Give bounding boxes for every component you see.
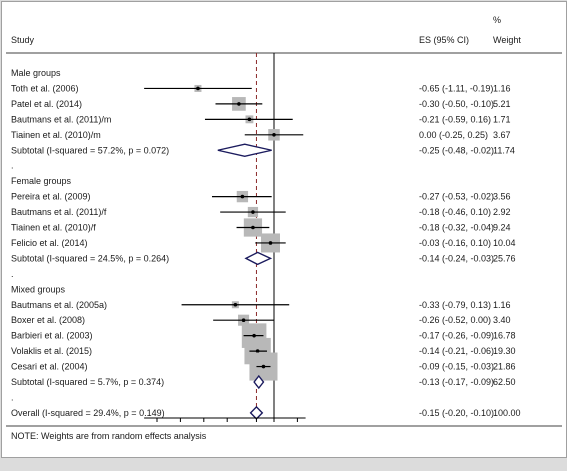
effect-size-ci: -0.14 (-0.24, -0.03) — [419, 253, 494, 263]
group-label: Male groups — [11, 68, 61, 78]
weight-value: 16.78 — [493, 331, 516, 341]
point-estimate — [240, 194, 245, 199]
effect-size-ci: -0.21 (-0.59, 0.16) — [419, 114, 491, 124]
subtotal-label: Subtotal (I-squared = 5.7%, p = 0.374) — [11, 377, 164, 387]
point-estimate — [252, 333, 256, 338]
effect-size-ci: -0.18 (-0.32, -0.04) — [419, 223, 494, 233]
effect-size-ci: -0.14 (-0.21, -0.06) — [419, 346, 494, 356]
dot-label: . — [11, 161, 14, 171]
study-label: Toth et al. (2006) — [11, 83, 79, 93]
effect-size-ci: -0.18 (-0.46, 0.10) — [419, 207, 491, 217]
study-label: Barbieri et al. (2003) — [11, 331, 93, 341]
weight-value: 10.04 — [493, 238, 516, 248]
study-label: Felicio et al. (2014) — [11, 238, 88, 248]
x-tick-label: 0.2 — [291, 456, 304, 457]
point-estimate — [261, 364, 266, 369]
weight-value: 3.56 — [493, 192, 511, 202]
weight-value: 3.67 — [493, 130, 511, 140]
row-texts: Male groups Toth et al. (2006) -0.65 (-1.1… — [11, 68, 521, 418]
study-label: Bautmans et al. (2005a) — [11, 300, 107, 310]
study-label: Boxer et al. (2008) — [11, 315, 85, 325]
weight-value: 100.00 — [493, 408, 521, 418]
header: Study ES (95% CI) % Weight — [11, 15, 521, 45]
study-label: Pereira et al. (2009) — [11, 192, 91, 202]
weight-value: 19.30 — [493, 346, 516, 356]
weight-value: 3.40 — [493, 315, 511, 325]
pooled-diamond — [249, 405, 264, 420]
point-estimate — [272, 133, 276, 137]
study-label: Tiainen et al. (2010)/m — [11, 130, 101, 140]
study-label: Cesari et al. (2004) — [11, 362, 88, 372]
point-estimate — [251, 210, 255, 214]
point-estimate — [237, 102, 241, 106]
weight-value: 5.21 — [493, 99, 511, 109]
study-label: Patel et al. (2014) — [11, 99, 82, 109]
dot-label: . — [11, 269, 14, 279]
subtotal-label: Subtotal (I-squared = 57.2%, p = 0.072) — [11, 145, 169, 155]
point-estimate — [251, 225, 255, 230]
pooled-diamond — [217, 143, 272, 157]
weight-value: 1.71 — [493, 114, 511, 124]
effect-size-ci: -0.33 (-0.79, 0.13) — [419, 300, 491, 310]
group-label: Mixed groups — [11, 284, 66, 294]
subtotal-label: Subtotal (I-squared = 24.5%, p = 0.264) — [11, 253, 169, 263]
effect-size-ci: 0.00 (-0.25, 0.25) — [419, 130, 488, 140]
point-estimate — [268, 241, 273, 245]
weight-value: 1.16 — [493, 83, 511, 93]
study-label: Volaklis et al. (2015) — [11, 346, 92, 356]
pooled-diamond — [244, 251, 273, 266]
effect-size-ci: -0.15 (-0.20, -0.10) — [419, 408, 494, 418]
weight-value: 1.16 — [493, 300, 511, 310]
forest-plot: Study ES (95% CI) % Weight NOTE: Weights… — [6, 15, 562, 466]
point-estimate — [233, 302, 238, 307]
x-tick-label: -.4 — [222, 456, 233, 457]
weight-value: 2.92 — [493, 207, 511, 217]
effect-size-ci: -0.27 (-0.53, -0.02) — [419, 192, 494, 202]
effect-size-ci: -0.25 (-0.48, -0.02) — [419, 145, 494, 155]
weight-value: 11.74 — [493, 145, 515, 155]
effect-size-ci: -0.26 (-0.52, 0.00) — [419, 315, 491, 325]
x-tick-label: -.15 — [249, 456, 265, 457]
weight-column-header: Weight — [493, 35, 521, 45]
weight-value: 25.76 — [493, 253, 516, 263]
group-label: Female groups — [11, 176, 72, 186]
x-tick-label: -.6 — [199, 456, 210, 457]
point-estimate — [196, 86, 200, 91]
weight-value: 21.86 — [493, 362, 516, 372]
weight-value: 62.50 — [493, 377, 516, 387]
es-column-header: ES (95% CI) — [419, 35, 469, 45]
x-tick-label: -.8 — [175, 456, 186, 457]
point-estimate — [255, 349, 260, 353]
x-tick-label: 0 — [271, 456, 276, 457]
effect-size-ci: -0.30 (-0.50, -0.10) — [419, 99, 494, 109]
effect-size-ci: -0.03 (-0.16, 0.10) — [419, 238, 491, 248]
study-column-header: Study — [11, 35, 35, 45]
dot-label: . — [11, 392, 14, 402]
study-label: Bautmans et al. (2011)/f — [11, 207, 107, 217]
weights-note: NOTE: Weights are from random effects an… — [11, 431, 207, 441]
point-estimate — [241, 318, 246, 323]
overall-label: Overall (I-squared = 29.4%, p = 0.149) — [11, 408, 165, 418]
weight-value: 9.24 — [493, 223, 511, 233]
pooled-diamond — [253, 374, 265, 390]
study-label: Bautmans et al. (2011)/m — [11, 114, 111, 124]
effect-size-ci: -0.17 (-0.26, -0.09) — [419, 331, 494, 341]
point-estimate — [247, 117, 252, 122]
plot-marks — [144, 84, 304, 420]
x-tick-label: -1 — [153, 456, 161, 457]
effect-size-ci: -0.09 (-0.15, -0.03) — [419, 362, 494, 372]
effect-size-ci: -0.13 (-0.17, -0.09) — [419, 377, 494, 387]
effect-size-ci: -0.65 (-1.11, -0.19) — [419, 83, 493, 93]
study-label: Tiainen et al. (2010)/f — [11, 223, 96, 233]
weight-header-percent: % — [493, 15, 501, 25]
